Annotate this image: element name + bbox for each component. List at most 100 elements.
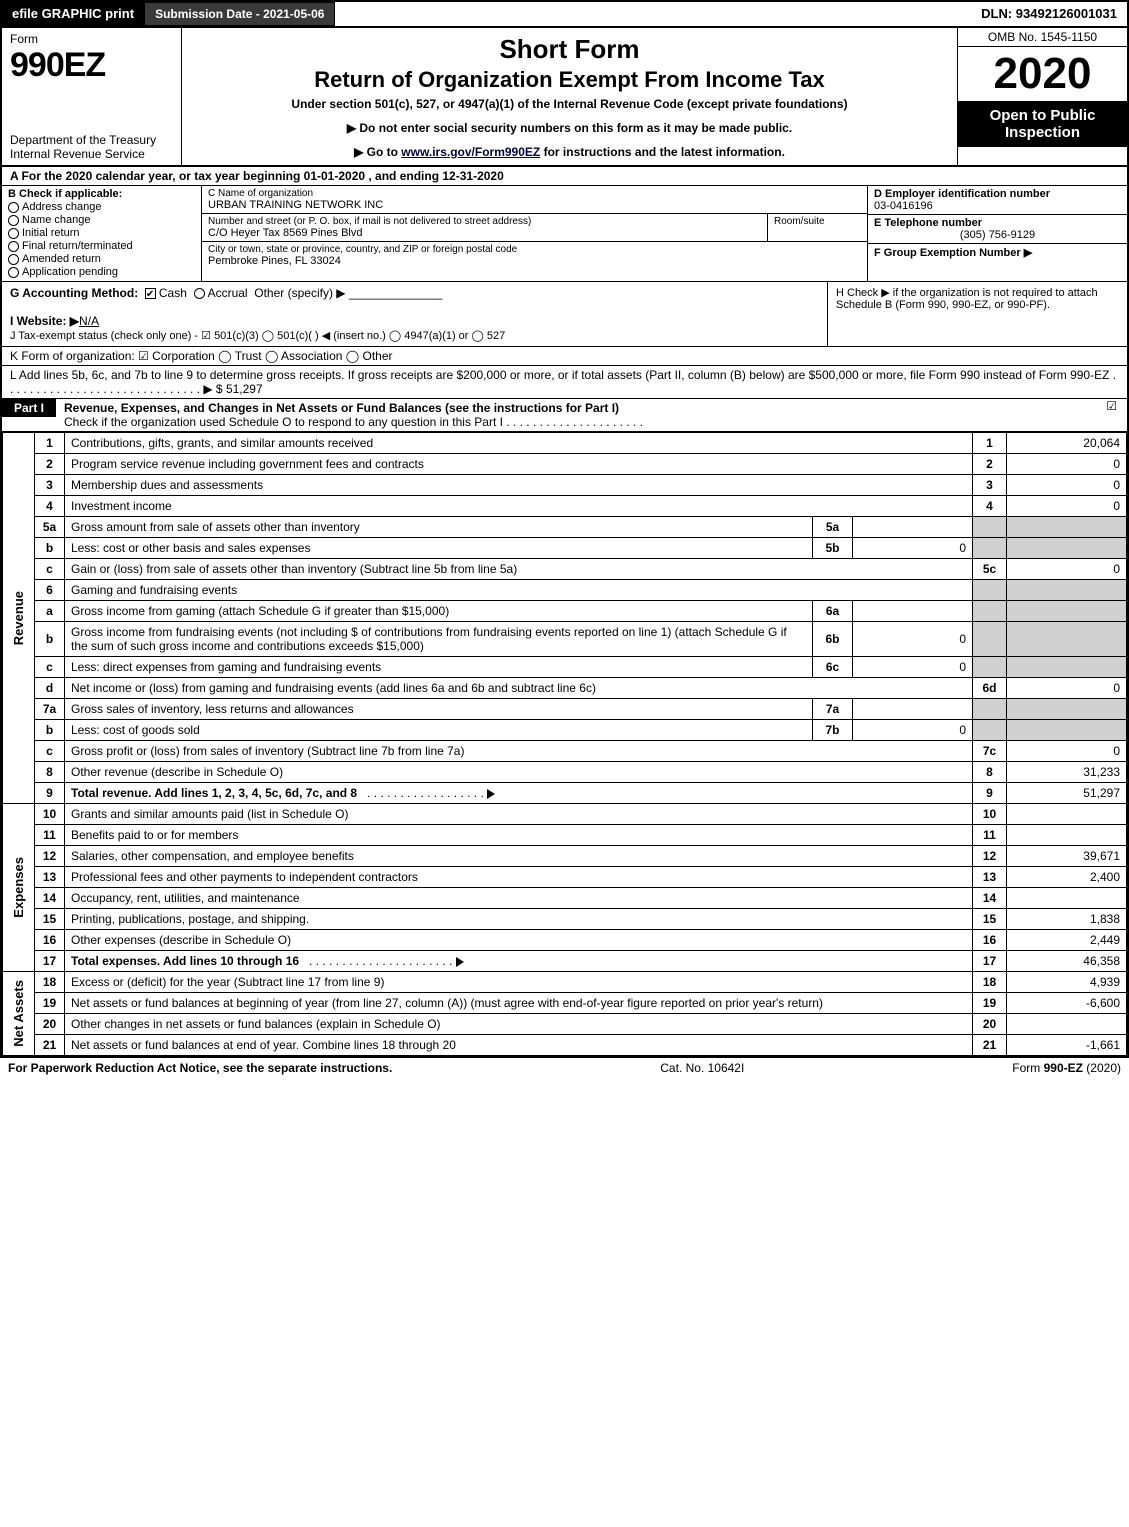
subtitle-3: ▶ Go to www.irs.gov/Form990EZ for instru… <box>192 145 947 159</box>
block-b-title: B Check if applicable: <box>8 188 195 200</box>
row-14: 14 Occupancy, rent, utilities, and maint… <box>3 888 1127 909</box>
submission-date-badge: Submission Date - 2021-05-06 <box>144 2 335 26</box>
row-18: Net Assets 18 Excess or (deficit) for th… <box>3 972 1127 993</box>
block-d: D Employer identification number 03-0416… <box>867 186 1127 281</box>
label-city: City or town, state or province, country… <box>208 244 861 255</box>
top-spacer <box>335 2 971 26</box>
phone-label: E Telephone number <box>874 217 1121 229</box>
cb-address-change[interactable]: Address change <box>8 201 195 213</box>
line-1-text: Contributions, gifts, grants, and simila… <box>65 433 973 454</box>
blocks-b-c-d: B Check if applicable: Address change Na… <box>2 186 1127 282</box>
phone-row: E Telephone number (305) 756-9129 <box>868 215 1127 244</box>
line-1-amt: 20,064 <box>1007 433 1127 454</box>
h-check: H Check ▶ if the organization is not req… <box>827 282 1127 346</box>
g-other: Other (specify) ▶ <box>254 286 345 300</box>
cb-final-return[interactable]: Final return/terminated <box>8 240 195 252</box>
row-20: 20 Other changes in net assets or fund b… <box>3 1014 1127 1035</box>
short-form-title: Short Form <box>192 34 947 65</box>
row-g-h: G Accounting Method: Cash Accrual Other … <box>2 282 1127 347</box>
dept-line1: Department of the Treasury <box>10 133 156 147</box>
block-b: B Check if applicable: Address change Na… <box>2 186 202 281</box>
dept-line2: Internal Revenue Service <box>10 147 145 161</box>
ein-row: D Employer identification number 03-0416… <box>868 186 1127 215</box>
org-addr: C/O Heyer Tax 8569 Pines Blvd <box>208 227 761 239</box>
row-16: 16 Other expenses (describe in Schedule … <box>3 930 1127 951</box>
dept-treasury: Department of the Treasury Internal Reve… <box>10 133 173 161</box>
tax-year: 2020 <box>958 47 1127 101</box>
row-6a: a Gross income from gaming (attach Sched… <box>3 601 1127 622</box>
addr-cell: Number and street (or P. O. box, if mail… <box>202 214 767 241</box>
ein-label: D Employer identification number <box>874 188 1121 200</box>
row-1: Revenue 1 Contributions, gifts, grants, … <box>3 433 1127 454</box>
row-19: 19 Net assets or fund balances at beginn… <box>3 993 1127 1014</box>
row-17: 17 Total expenses. Add lines 10 through … <box>3 951 1127 972</box>
org-name-cell: C Name of organization URBAN TRAINING NE… <box>202 186 867 213</box>
form-990ez-page: efile GRAPHIC print Submission Date - 20… <box>0 0 1129 1058</box>
subtitle-1: Under section 501(c), 527, or 4947(a)(1)… <box>192 97 947 111</box>
row-10: Expenses 10 Grants and similar amounts p… <box>3 804 1127 825</box>
form-header: Form 990EZ Department of the Treasury In… <box>2 28 1127 167</box>
row-8: 8 Other revenue (describe in Schedule O)… <box>3 762 1127 783</box>
insp-line1: Open to Public <box>990 107 1096 124</box>
row-7a: 7a Gross sales of inventory, less return… <box>3 699 1127 720</box>
form-ref: Form 990-EZ (2020) <box>1012 1061 1121 1075</box>
g-label: G Accounting Method: <box>10 286 138 300</box>
row-7b: b Less: cost of goods sold 7b 0 <box>3 720 1127 741</box>
open-public-badge: Open to Public Inspection <box>958 101 1127 147</box>
row-5c: c Gain or (loss) from sale of assets oth… <box>3 559 1127 580</box>
part-i-checkbox[interactable]: ☑ <box>1087 399 1127 413</box>
row-15: 15 Printing, publications, postage, and … <box>3 909 1127 930</box>
org-city: Pembroke Pines, FL 33024 <box>208 255 861 267</box>
part-i-title: Revenue, Expenses, and Changes in Net As… <box>56 399 1087 431</box>
cb-amended-return[interactable]: Amended return <box>8 253 195 265</box>
cb-cash[interactable] <box>145 288 156 299</box>
part-i-header: Part I Revenue, Expenses, and Changes in… <box>2 399 1127 432</box>
main-table: Revenue 1 Contributions, gifts, grants, … <box>2 432 1127 1056</box>
header-center: Short Form Return of Organization Exempt… <box>182 28 957 165</box>
arrow-icon <box>456 957 464 967</box>
sub3-post: for instructions and the latest informat… <box>540 145 785 159</box>
sub3-pre: ▶ Go to <box>354 145 401 159</box>
top-bar: efile GRAPHIC print Submission Date - 20… <box>2 2 1127 28</box>
row-13: 13 Professional fees and other payments … <box>3 867 1127 888</box>
page-footer: For Paperwork Reduction Act Notice, see … <box>0 1058 1129 1078</box>
block-c: C Name of organization URBAN TRAINING NE… <box>202 186 867 281</box>
label-room: Room/suite <box>774 216 861 227</box>
irs-link[interactable]: www.irs.gov/Form990EZ <box>401 145 540 159</box>
group-exemption-row: F Group Exemption Number ▶ <box>868 244 1127 261</box>
cat-no: Cat. No. 10642I <box>660 1061 744 1075</box>
org-name: URBAN TRAINING NETWORK INC <box>208 199 861 211</box>
cb-name-change[interactable]: Name change <box>8 214 195 226</box>
phone-value: (305) 756-9129 <box>874 229 1121 241</box>
header-right: OMB No. 1545-1150 2020 Open to Public In… <box>957 28 1127 165</box>
row-2: 2 Program service revenue including gove… <box>3 454 1127 475</box>
label-addr: Number and street (or P. O. box, if mail… <box>208 216 761 227</box>
cb-initial-return[interactable]: Initial return <box>8 227 195 239</box>
subtitle-2: ▶ Do not enter social security numbers o… <box>192 121 947 135</box>
side-expenses: Expenses <box>3 804 35 972</box>
row-6c: c Less: direct expenses from gaming and … <box>3 657 1127 678</box>
row-12: 12 Salaries, other compensation, and emp… <box>3 846 1127 867</box>
paperwork-notice: For Paperwork Reduction Act Notice, see … <box>8 1061 392 1075</box>
label-org-name: C Name of organization <box>208 188 861 199</box>
form-word: Form <box>10 32 173 46</box>
tax-exempt-status: J Tax-exempt status (check only one) - ☑… <box>10 330 505 342</box>
cb-application-pending[interactable]: Application pending <box>8 266 195 278</box>
calendar-year-line: A For the 2020 calendar year, or tax yea… <box>2 167 1127 186</box>
room-cell: Room/suite <box>767 214 867 241</box>
cb-accrual[interactable] <box>194 288 205 299</box>
row-6d: d Net income or (loss) from gaming and f… <box>3 678 1127 699</box>
row-k: K Form of organization: ☑ Corporation ◯ … <box>2 347 1127 366</box>
insp-line2: Inspection <box>1005 124 1080 141</box>
row-3: 3 Membership dues and assessments 3 0 <box>3 475 1127 496</box>
group-exemption-label: F Group Exemption Number ▶ <box>874 246 1121 259</box>
side-revenue: Revenue <box>3 433 35 804</box>
accounting-method: G Accounting Method: Cash Accrual Other … <box>2 282 827 346</box>
efile-print-button[interactable]: efile GRAPHIC print <box>2 2 144 26</box>
website-value: N/A <box>79 314 99 328</box>
row-21: 21 Net assets or fund balances at end of… <box>3 1035 1127 1056</box>
city-cell: City or town, state or province, country… <box>202 242 867 269</box>
part-i-badge: Part I <box>2 399 56 417</box>
row-4: 4 Investment income 4 0 <box>3 496 1127 517</box>
part-i-sub: Check if the organization used Schedule … <box>64 415 643 429</box>
